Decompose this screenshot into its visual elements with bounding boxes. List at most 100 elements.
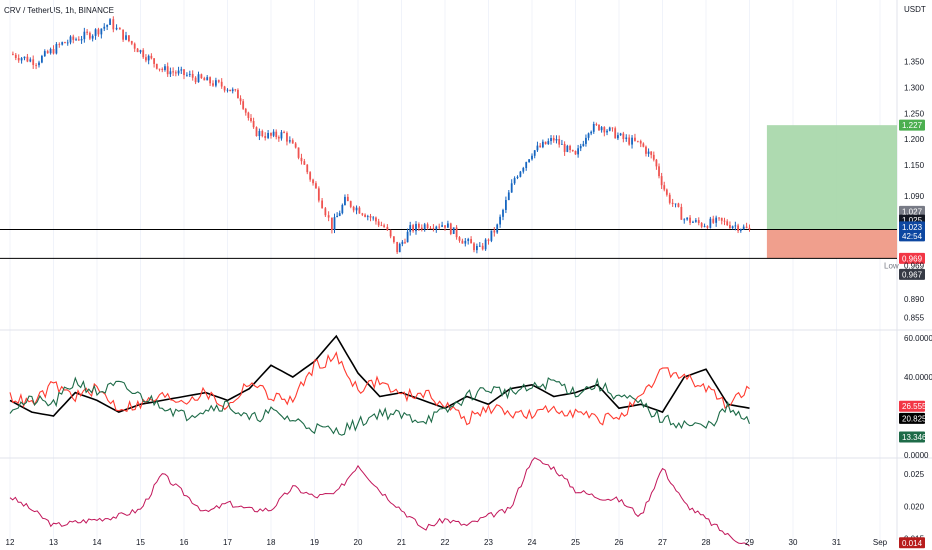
candle-body [476, 245, 478, 251]
volatility-tick-label: 0.020 [904, 502, 925, 511]
candle-body [438, 226, 441, 228]
candle-body [516, 176, 519, 179]
time-tick-label: 16 [180, 538, 189, 547]
volatility-line [9, 457, 750, 547]
candle-body [153, 58, 155, 64]
candle-body [239, 98, 242, 102]
candle-body [212, 83, 214, 86]
candle-body [338, 213, 341, 216]
candle-body [703, 226, 706, 227]
oscillator-tag-green: 13.3466 [902, 433, 931, 442]
candle-body [91, 35, 94, 39]
candle-body [533, 150, 536, 156]
candle-body [539, 145, 542, 148]
low-price-tag-bg [899, 268, 925, 280]
candle-body [32, 59, 35, 65]
candle-body [415, 223, 417, 232]
candle-body [464, 240, 467, 244]
candle-body [72, 36, 75, 40]
candle-body [552, 138, 555, 141]
candle-body [700, 223, 703, 227]
candle-body [470, 239, 472, 244]
candle-body [272, 131, 275, 136]
candle-body [563, 143, 566, 152]
candle-body [112, 19, 115, 30]
time-axis[interactable]: 12 13 14 15 16 17 18 19 20 21 22 23 24 25 26 27 28 29 30 31… [6, 538, 888, 547]
candle-body [639, 141, 642, 144]
candle-body [550, 138, 552, 142]
candle-body [490, 230, 493, 241]
stop-price-tag-bg [899, 252, 925, 264]
candle-body [729, 225, 731, 229]
candle-body [231, 89, 234, 92]
candle-body [375, 217, 377, 222]
candle-body [324, 208, 327, 216]
candle-body [723, 220, 726, 222]
candle-body [423, 224, 426, 230]
candle-body [718, 217, 720, 219]
candle-body [244, 108, 247, 113]
candle-body [166, 66, 169, 75]
candle-body [312, 179, 314, 184]
candle-body [571, 149, 574, 152]
candle-body [315, 183, 317, 189]
candle-body [61, 42, 64, 45]
candle-body [677, 203, 680, 207]
candle-body [484, 239, 487, 250]
candle-body [215, 80, 217, 86]
candle-body [420, 227, 423, 230]
candle-body [513, 178, 516, 184]
price-tick-label: 1.250 [904, 109, 925, 118]
candle-body [706, 226, 709, 228]
candle-body [386, 226, 389, 231]
candle-body [69, 36, 72, 43]
candle-body [280, 132, 283, 139]
candle-body [220, 81, 223, 87]
candle-body [406, 231, 409, 243]
candle-body [449, 223, 452, 234]
candle-body [467, 239, 470, 241]
candle-body [349, 201, 352, 207]
candle-body [658, 166, 660, 177]
time-tick-label: 28 [702, 538, 711, 547]
candle-body [97, 29, 100, 35]
candle-body [745, 226, 748, 228]
candle-body [327, 215, 330, 218]
candle-body [80, 39, 83, 41]
candle-body [14, 54, 17, 58]
candle-body [383, 225, 385, 227]
candle-body [186, 74, 188, 76]
candle-body [455, 227, 458, 238]
candle-body [726, 221, 729, 226]
candle-body [118, 27, 121, 30]
candle-body [536, 145, 539, 151]
volatility-tick-label: 0.025 [904, 470, 925, 479]
candle-body [155, 63, 158, 69]
position-zones [766, 125, 897, 259]
oscillator-tag-black: 20.8254 [902, 414, 931, 423]
price-tick-label: 1.300 [904, 83, 925, 92]
candle-body [734, 225, 737, 227]
candle-body [712, 218, 715, 223]
candle-body [369, 216, 372, 218]
candle-body [261, 130, 264, 137]
candle-body [582, 143, 585, 147]
candle-body [561, 143, 563, 145]
candle-body [731, 226, 734, 229]
last-price-tag: 1.023 [902, 223, 923, 232]
candle-body [692, 221, 694, 223]
candle-body [461, 240, 464, 244]
candle-body [631, 137, 633, 145]
candle-body [647, 151, 650, 154]
candle-body [203, 78, 206, 81]
candle-body [147, 55, 150, 61]
candle-body [364, 214, 366, 217]
candle-body [652, 154, 655, 160]
candle-body [389, 230, 392, 237]
oscillator-tick-label: 60.0000 [904, 334, 932, 343]
candle-body [64, 42, 66, 44]
candle-body [642, 143, 645, 147]
time-tick-label: 17 [223, 538, 232, 547]
